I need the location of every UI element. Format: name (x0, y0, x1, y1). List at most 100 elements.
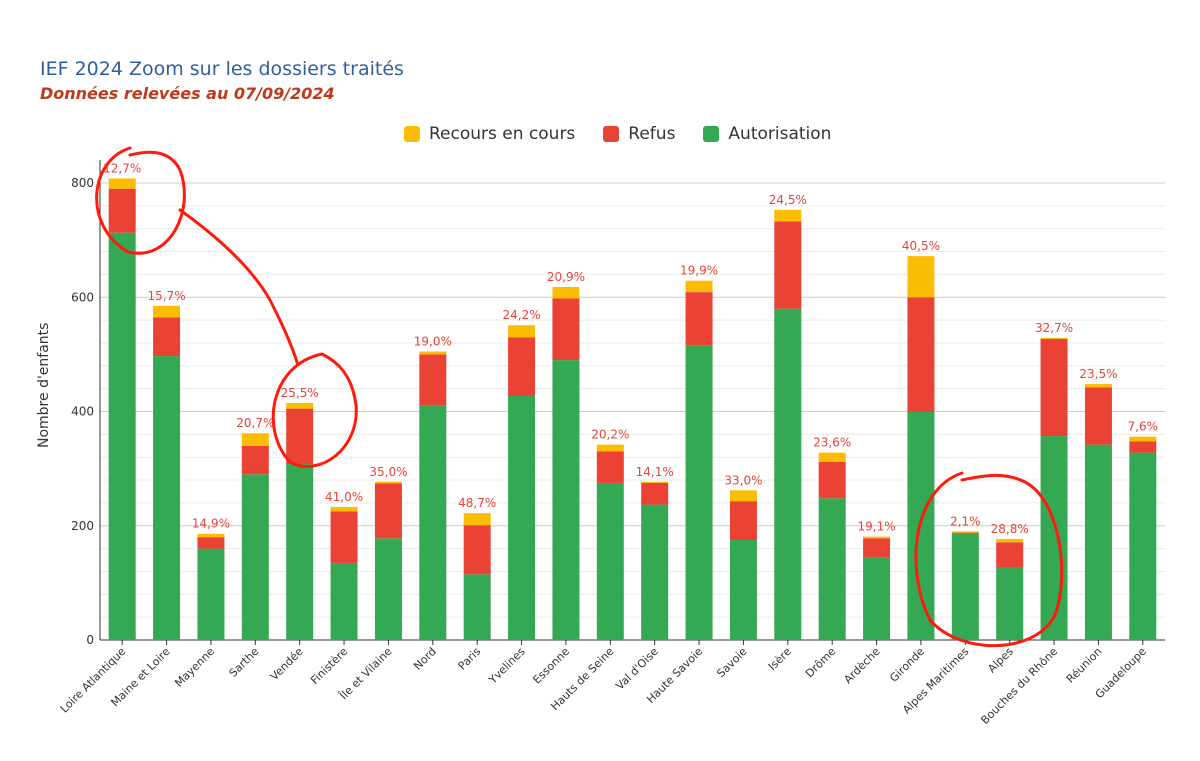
bar-segment-recours-en-cours (286, 402, 314, 409)
bar-segment-autorisation (863, 557, 891, 640)
bar-segment-autorisation (330, 562, 358, 640)
bar-segment-refus (463, 525, 491, 575)
chart-title: IEF 2024 Zoom sur les dossiers traités (40, 58, 404, 80)
bar-segment-refus (685, 292, 713, 346)
data-label: 2,1% (950, 514, 981, 528)
bar-segment-refus (330, 511, 358, 563)
bar-segment-refus (153, 317, 181, 357)
bar-segment-autorisation (241, 474, 269, 640)
x-tick-label: Paris (456, 645, 484, 673)
bar-segment-autorisation (951, 533, 979, 640)
legend-item-autorisation[interactable]: Autorisation (703, 124, 831, 144)
bar-segment-recours-en-cours (996, 538, 1024, 543)
bar-segment-refus (374, 483, 402, 539)
bar-segment-recours-en-cours (641, 481, 669, 483)
x-tick-label: Savoie (714, 645, 749, 680)
x-tick-label: Bouches du Rhône (978, 645, 1060, 727)
bar-segment-recours-en-cours (241, 433, 269, 446)
bar-segment-autorisation (1129, 452, 1157, 640)
data-label: 25,5% (281, 386, 319, 400)
bar-segment-autorisation (108, 232, 136, 641)
data-label: 19,0% (414, 335, 452, 349)
data-label: 15,7% (148, 289, 186, 303)
bar-segment-autorisation (463, 574, 491, 640)
bar-segment-recours-en-cours (907, 256, 935, 298)
bar-segment-recours-en-cours (818, 452, 846, 462)
bar-segment-recours-en-cours (596, 444, 624, 452)
legend-label-refus: Refus (628, 124, 676, 144)
bar-segment-refus (818, 461, 846, 499)
bar-segment-refus (419, 354, 447, 406)
bar-segment-recours-en-cours (197, 533, 225, 538)
bar-segment-refus (641, 482, 669, 505)
data-label: 12,7% (103, 161, 141, 175)
bar-segment-recours-en-cours (508, 325, 536, 338)
data-label: 20,9% (547, 270, 585, 284)
bar-segment-autorisation (153, 356, 181, 640)
bar-segment-recours-en-cours (951, 531, 979, 533)
annotation-connector (178, 208, 300, 367)
legend-item-recours[interactable]: Recours en cours (404, 124, 575, 144)
bar-segment-refus (1129, 441, 1157, 453)
y-tick-label: 400 (71, 405, 94, 419)
bar-segment-recours-en-cours (552, 286, 580, 299)
y-tick-label: 0 (86, 633, 94, 647)
bar-segment-autorisation (1084, 444, 1112, 640)
bar-segment-refus (197, 537, 225, 549)
data-label: 20,7% (236, 416, 274, 430)
data-label: 7,6% (1128, 420, 1159, 434)
y-tick-label: 600 (71, 290, 94, 304)
bar-segment-autorisation (419, 405, 447, 640)
legend-item-refus[interactable]: Refus (603, 124, 675, 144)
x-tick-label: Drôme (803, 645, 838, 680)
data-label: 20,2% (591, 428, 629, 442)
bar-segment-autorisation (641, 504, 669, 640)
bar-segment-recours-en-cours (1084, 384, 1112, 388)
legend: Recours en cours Refus Autorisation (404, 124, 859, 144)
bar-segment-recours-en-cours (729, 490, 757, 502)
legend-swatch-autorisation (703, 126, 720, 142)
x-tick-label: Gironde (887, 645, 927, 685)
legend-label-autorisation: Autorisation (728, 124, 832, 144)
x-tick-label: Val d'Oise (613, 645, 661, 693)
annotation-circle-alpes (914, 471, 1064, 648)
bar-segment-autorisation (818, 498, 846, 640)
bar-segment-refus (1084, 387, 1112, 445)
data-label: 40,5% (902, 239, 940, 253)
bar-segment-autorisation (685, 345, 713, 640)
x-tick-label: Sarthe (227, 645, 262, 680)
bar-segment-autorisation (374, 538, 402, 640)
x-tick-label: Essonne (530, 645, 572, 687)
legend-swatch-refus (603, 126, 620, 142)
data-label: 24,2% (503, 308, 541, 322)
bar-segment-refus (1040, 338, 1068, 437)
bar-segment-refus (774, 221, 802, 309)
x-tick-label: Finistère (308, 645, 350, 687)
bar-segment-refus (508, 337, 536, 396)
bar-segment-autorisation (729, 540, 757, 640)
legend-label-recours: Recours en cours (429, 124, 576, 144)
bar-segment-refus (729, 501, 757, 541)
bar-segment-refus (996, 542, 1024, 568)
y-tick-label: 200 (71, 519, 94, 533)
bar-segment-recours-en-cours (863, 536, 891, 539)
bar-segment-recours-en-cours (330, 506, 358, 512)
bar-segment-refus (286, 408, 314, 465)
x-tick-label: Isère (766, 645, 794, 673)
bar-segment-refus (907, 297, 935, 412)
bar-segment-autorisation (1040, 436, 1068, 640)
bar-segment-refus (596, 451, 624, 483)
data-label: 19,9% (680, 264, 718, 278)
data-label: 48,7% (458, 496, 496, 510)
bar-segment-autorisation (286, 464, 314, 640)
x-tick-label: Réunion (1064, 645, 1105, 686)
bar-segment-autorisation (774, 308, 802, 640)
bar-segment-recours-en-cours (419, 351, 447, 355)
data-label: 24,5% (769, 193, 807, 207)
bar-segment-refus (108, 188, 136, 233)
x-tick-label: Vendée (268, 645, 306, 683)
bar-segment-recours-en-cours (685, 280, 713, 293)
bar-segment-recours-en-cours (1040, 337, 1068, 339)
data-label: 23,6% (813, 436, 851, 450)
annotation-circle-loire (95, 146, 186, 255)
